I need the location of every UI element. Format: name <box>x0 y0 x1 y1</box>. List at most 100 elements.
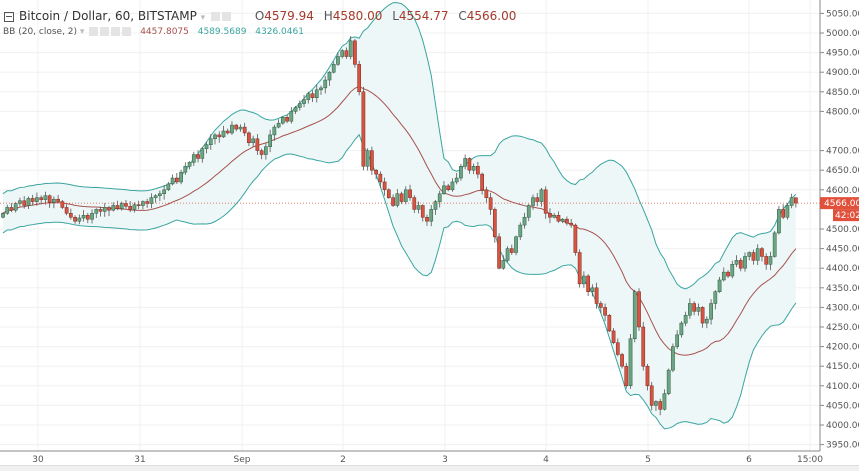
candle-body <box>603 307 607 316</box>
candle <box>306 91 311 104</box>
candle-body <box>259 150 264 155</box>
candle <box>459 163 463 181</box>
eye-icon[interactable] <box>211 12 220 21</box>
candle <box>688 298 692 319</box>
y-tick-label: 4200.00 <box>826 343 859 353</box>
candle-body <box>526 205 531 218</box>
candle-body <box>709 303 713 320</box>
candle-body <box>81 215 86 219</box>
candle-body <box>255 138 260 151</box>
candle-body <box>158 193 162 196</box>
bb-basis-value: 4457.8075 <box>140 27 189 37</box>
gear-icon[interactable] <box>100 27 110 36</box>
last-price-label: 4566.00 <box>824 199 859 209</box>
y-tick-label: 4650.00 <box>826 166 859 176</box>
plus-icon[interactable] <box>111 27 121 36</box>
candle-body <box>420 205 425 218</box>
candle <box>340 49 345 59</box>
candle-body <box>52 198 56 203</box>
y-tick-label: 4500.00 <box>826 225 859 235</box>
chevron-down-icon[interactable]: ▾ <box>79 27 85 37</box>
candle-body <box>641 326 646 367</box>
candle-body <box>632 291 637 340</box>
candle-body <box>459 166 463 179</box>
candle <box>399 191 404 204</box>
candle-body <box>293 107 298 112</box>
candle <box>136 200 141 210</box>
candle-body <box>688 303 692 316</box>
candle <box>158 190 162 202</box>
candle-body <box>446 185 451 191</box>
candle-body <box>264 146 268 155</box>
eye-icon[interactable] <box>89 27 99 36</box>
candle-body <box>344 50 349 57</box>
candle-body <box>213 134 217 140</box>
candle <box>620 352 624 369</box>
candle <box>416 201 421 214</box>
candle <box>174 172 179 184</box>
candle <box>442 181 446 195</box>
candle <box>577 249 582 288</box>
candle <box>98 206 103 217</box>
candle <box>374 169 378 180</box>
candle-body <box>789 197 794 206</box>
candle <box>408 184 412 201</box>
candle <box>170 174 175 186</box>
candle-body <box>162 189 166 194</box>
candle-body <box>174 177 179 183</box>
candle <box>509 244 514 255</box>
candle-body <box>743 256 747 269</box>
candle-body <box>64 207 69 214</box>
candle <box>586 274 590 297</box>
candle-body <box>794 197 798 204</box>
candle-body <box>696 307 701 312</box>
candle-body <box>509 248 514 253</box>
candle-body <box>429 209 434 222</box>
candle-body <box>692 303 696 312</box>
candle-body <box>598 303 603 308</box>
candle-body <box>183 166 188 173</box>
candle-body <box>785 205 790 218</box>
bottom-toolbar[interactable] <box>0 465 859 471</box>
candle-body <box>26 198 31 206</box>
candle <box>772 230 777 258</box>
candle <box>471 163 476 175</box>
candle <box>336 52 340 66</box>
candle <box>628 334 633 389</box>
lower-band <box>2 133 797 430</box>
candle <box>463 154 468 170</box>
candle <box>700 306 705 328</box>
candle-body <box>187 162 192 167</box>
x-tick-label: 2 <box>340 455 346 465</box>
y-tick-label: 4950.00 <box>826 49 859 59</box>
candle <box>582 271 586 288</box>
candle <box>467 157 472 174</box>
candle <box>166 181 171 191</box>
countdown-badge <box>833 209 859 222</box>
candle <box>476 161 480 179</box>
close-icon[interactable] <box>122 27 132 36</box>
candle-body <box>115 205 120 209</box>
collapse-icon[interactable] <box>4 11 14 22</box>
candle-body <box>514 236 518 253</box>
price-axis[interactable]: 5050.00 5000.00 4950.00 4900.00 4850.00 4800.… <box>819 0 859 451</box>
candle <box>552 212 557 219</box>
chevron-down-icon[interactable]: ▾ <box>200 13 206 23</box>
time-axis[interactable]: 30 31 Sep 2 3 4 5 6 15:00 <box>0 450 823 465</box>
candle <box>755 244 760 266</box>
candle-body <box>39 197 44 200</box>
candles <box>1 36 798 416</box>
candle <box>111 202 116 212</box>
candle <box>717 276 722 293</box>
candle-body <box>217 134 222 138</box>
candle <box>115 200 120 211</box>
candle-body <box>200 148 205 159</box>
x-tick-label: 30 <box>32 455 44 465</box>
candle-body <box>518 224 523 238</box>
candle <box>531 194 535 210</box>
candle <box>386 188 391 199</box>
gear-icon[interactable] <box>222 12 231 21</box>
candle-body <box>85 215 90 220</box>
y-tick-label: 4050.00 <box>826 401 859 411</box>
